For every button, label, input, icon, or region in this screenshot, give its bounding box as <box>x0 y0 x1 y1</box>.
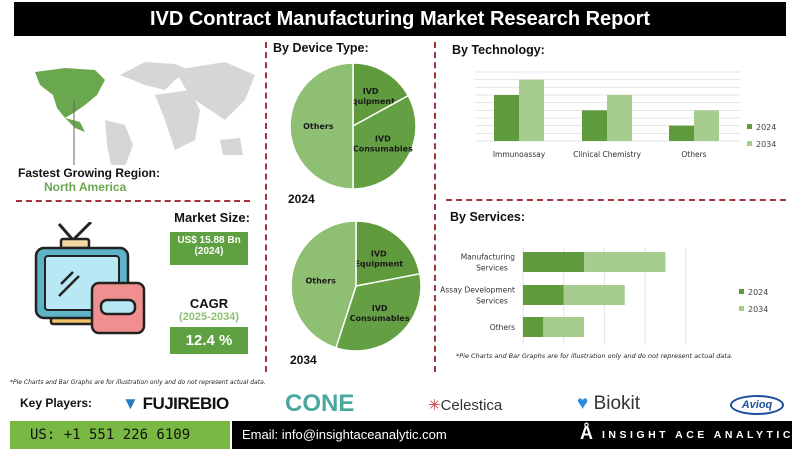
market-size-year: (2024) <box>194 246 224 257</box>
bar <box>523 252 585 272</box>
legend-swatch <box>747 124 752 129</box>
category-label: Immunoassay <box>493 150 546 159</box>
device-pie-charts: IVDEquipmentIVDConsumablesOthersIVDEquip… <box>289 62 422 352</box>
phone-number: US: +1 551 226 6109 <box>10 421 230 449</box>
device-type-title: By Device Type: <box>273 41 369 55</box>
bar <box>543 317 585 337</box>
legend-label: 2034 <box>748 305 768 314</box>
email[interactable]: Email: info@insightaceanalytic.com <box>242 427 447 442</box>
footer-bar <box>232 421 792 449</box>
category-label: Services <box>476 297 508 306</box>
pie-slice-label: Consumables <box>353 145 413 154</box>
bar <box>523 285 564 305</box>
tv-gamepad-icon <box>34 222 146 335</box>
pie-slice <box>355 220 421 287</box>
divider <box>265 42 267 372</box>
brand-logo-icon: Å <box>580 423 593 443</box>
bar <box>607 95 632 141</box>
bar <box>694 110 719 141</box>
pie-slice-label: IVD <box>363 87 379 96</box>
pie-slice-label: IVD <box>375 135 391 144</box>
pie-slice <box>352 94 417 190</box>
key-players-label: Key Players: <box>20 396 93 410</box>
region-value: North America <box>44 180 127 194</box>
biokit-logo: ♥ Biokit <box>577 393 641 414</box>
services-footnote: *Pie Charts and Bar Graphs are for illus… <box>456 352 733 360</box>
pie-slice <box>352 62 410 128</box>
avioq-logo: Avioq <box>730 395 784 415</box>
bar <box>584 252 666 272</box>
divider <box>446 199 786 201</box>
pie-slice-label: IVD <box>372 304 388 313</box>
services-title: By Services: <box>450 210 526 224</box>
brand-name: INSIGHT ACE ANALYTIC <box>602 429 794 441</box>
category-label: Manufacturing <box>461 253 516 262</box>
category-label: Others <box>490 323 515 332</box>
fujirebio-text: FUJIREBIO <box>142 394 230 413</box>
divider <box>16 200 250 202</box>
pie-slice-label: IVD <box>371 249 387 258</box>
bar <box>523 317 544 337</box>
market-size-box: US$ 15.88 Bn (2024) <box>170 232 248 265</box>
pie-slice <box>289 62 354 190</box>
category-label: Services <box>476 264 508 273</box>
pie-2024-label: 2024 <box>288 192 315 206</box>
category-label: Clinical Chemistry <box>573 150 641 159</box>
pie-2034-label: 2034 <box>290 353 317 367</box>
legend-swatch <box>747 141 752 146</box>
fujirebio-logo: ▼ FUJIREBIO <box>122 394 230 413</box>
legend-label: 2024 <box>756 123 776 132</box>
legend-label: 2024 <box>748 288 768 297</box>
legend-swatch <box>739 289 744 294</box>
legend-swatch <box>739 306 744 311</box>
divider <box>434 42 436 372</box>
bar <box>494 95 519 141</box>
region-label: Fastest Growing Region: <box>18 166 161 180</box>
pie-slice-label: Consumables <box>350 314 410 323</box>
pie-slice-label: Others <box>303 122 334 131</box>
report-title: IVD Contract Manufacturing Market Resear… <box>14 2 786 36</box>
bar <box>582 110 607 141</box>
world-map-icon <box>35 62 255 165</box>
pie-slice <box>290 220 357 349</box>
pie-slice-label: Equipment <box>346 97 395 106</box>
bar <box>519 79 544 141</box>
pie-slice-label: Equipment <box>354 259 403 268</box>
biokit-text: Biokit <box>593 393 641 414</box>
market-size-value: US$ 15.88 Bn <box>177 235 241 246</box>
legend-label: 2034 <box>756 140 776 149</box>
celestica-text: Celestica <box>440 397 503 414</box>
technology-title: By Technology: <box>452 43 545 57</box>
category-label: Assay Development <box>440 286 515 295</box>
pie-slice-label: Others <box>305 276 336 285</box>
cone-logo: CONE <box>285 390 355 417</box>
pie-slice <box>334 272 422 352</box>
cagr-period: (2025-2034) <box>179 311 239 323</box>
cagr-label: CAGR <box>189 296 229 311</box>
bar <box>563 285 625 305</box>
footnote: *Pie Charts and Bar Graphs are for illus… <box>10 379 266 386</box>
cagr-value: 12.4 % <box>170 327 248 354</box>
category-label: Others <box>681 150 706 159</box>
market-size-label: Market Size: <box>174 210 250 225</box>
celestica-logo: ✳Celestica <box>428 397 503 414</box>
bar <box>669 125 694 141</box>
services-bar-chart: Manufacturing Services Assay Development Se… <box>440 248 768 345</box>
technology-bar-chart: Immunoassay Clinical Chemistry Others 2024 2… <box>475 71 776 159</box>
